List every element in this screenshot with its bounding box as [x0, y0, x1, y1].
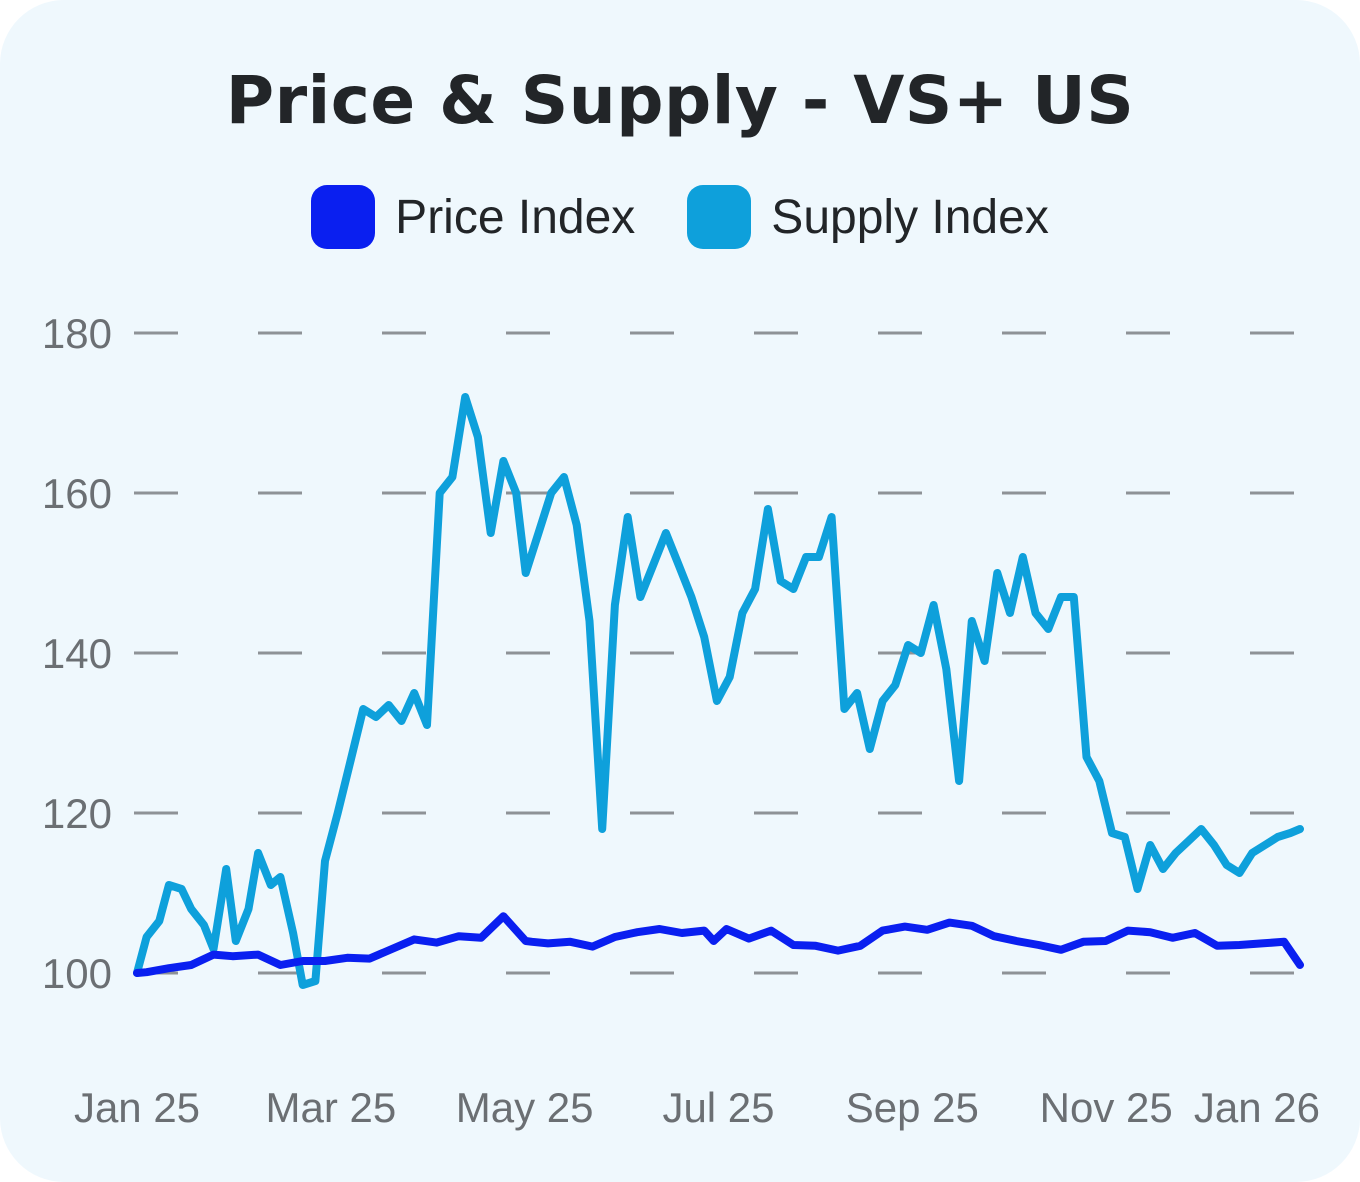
x-tick-label-5: Nov 25: [1040, 1084, 1173, 1131]
y-tick-label-120: 120: [42, 790, 112, 837]
x-tick-label-2: May 25: [456, 1084, 594, 1131]
chart-legend: Price Index Supply Index: [0, 184, 1360, 250]
x-tick-label-3: Jul 25: [662, 1084, 774, 1131]
y-tick-label-140: 140: [42, 630, 112, 677]
series-layer: [133, 393, 1304, 989]
series-line-supply-index: [133, 393, 1304, 989]
legend-swatch-supply-index: [687, 185, 752, 249]
x-axis-ticks: Jan 25 Mar 25 May 25 Jul 25 Sep 25 Nov 25 Jan …: [74, 1084, 1320, 1131]
x-tick-label-6: Jan 26: [1194, 1084, 1320, 1131]
legend-label-supply-index: Supply Index: [771, 190, 1049, 244]
legend-swatch-price-index: [311, 185, 376, 249]
y-tick-label-160: 160: [42, 470, 112, 517]
legend-item-price-index[interactable]: Price Index: [311, 185, 635, 249]
x-tick-label-4: Sep 25: [846, 1084, 979, 1131]
y-tick-label-100: 100: [42, 950, 112, 997]
x-tick-label-1: Mar 25: [265, 1084, 396, 1131]
legend-item-supply-index[interactable]: Supply Index: [687, 185, 1049, 249]
grid-layer: [134, 331, 1304, 975]
y-tick-label-180: 180: [42, 310, 112, 357]
chart-title: Price & Supply - VS+ US: [225, 62, 1135, 139]
x-tick-label-0: Jan 25: [74, 1084, 200, 1131]
legend-label-price-index: Price Index: [395, 190, 636, 244]
series-line-price-index: [133, 912, 1304, 977]
y-axis-ticks: 100 120 140 160 180: [42, 310, 112, 997]
